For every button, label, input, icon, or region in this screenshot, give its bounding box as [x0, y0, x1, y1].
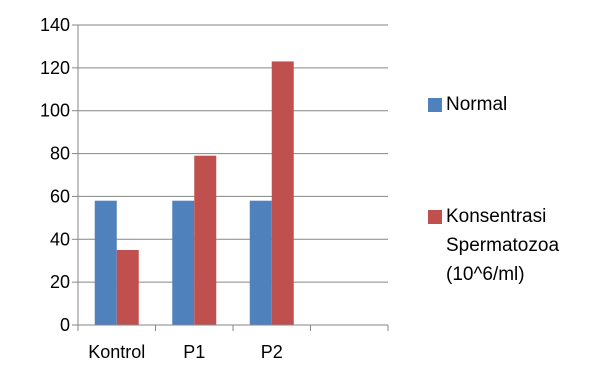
tick-labels: 0 20 40 60 80 100 120 140 Kontrol P1 P2 — [40, 15, 283, 362]
y-tick-label: 60 — [50, 186, 70, 206]
x-tick-label: Kontrol — [88, 342, 145, 362]
legend-label-konsentrasi: Konsentrasi Spermatozoa (10^6/ml) — [446, 206, 560, 285]
legend-swatch-normal — [428, 98, 442, 112]
bar-normal-kontrol — [94, 200, 117, 325]
bar-chart: 0 20 40 60 80 100 120 140 Kontrol P1 P2 — [40, 15, 389, 362]
bars — [94, 61, 294, 326]
legend-item-konsentrasi: Konsentrasi Spermatozoa (10^6/ml) — [428, 202, 559, 289]
bar-konsentrasi-p2 — [271, 61, 294, 326]
bar-normal-p2 — [249, 200, 272, 325]
bar-normal-p1 — [172, 200, 195, 325]
y-tick-label: 140 — [40, 15, 70, 35]
legend: Normal Konsentrasi Spermatozoa (10^6/ml) — [428, 0, 594, 370]
x-tick-label: P2 — [261, 342, 283, 362]
legend-swatch-konsentrasi — [428, 210, 442, 224]
y-tick-label: 80 — [50, 144, 70, 164]
x-tick-label: P1 — [183, 342, 205, 362]
y-tick-label: 0 — [60, 315, 70, 335]
y-tick-label: 20 — [50, 272, 70, 292]
bar-konsentrasi-kontrol — [116, 250, 139, 325]
legend-label-normal: Normal — [446, 94, 508, 115]
bar-konsentrasi-p1 — [194, 155, 217, 325]
y-tick-label: 40 — [50, 229, 70, 249]
legend-item-normal: Normal — [428, 90, 507, 119]
y-tick-label: 100 — [40, 101, 70, 121]
axes — [72, 24, 389, 331]
gridlines — [78, 24, 388, 283]
y-tick-label: 120 — [40, 58, 70, 78]
